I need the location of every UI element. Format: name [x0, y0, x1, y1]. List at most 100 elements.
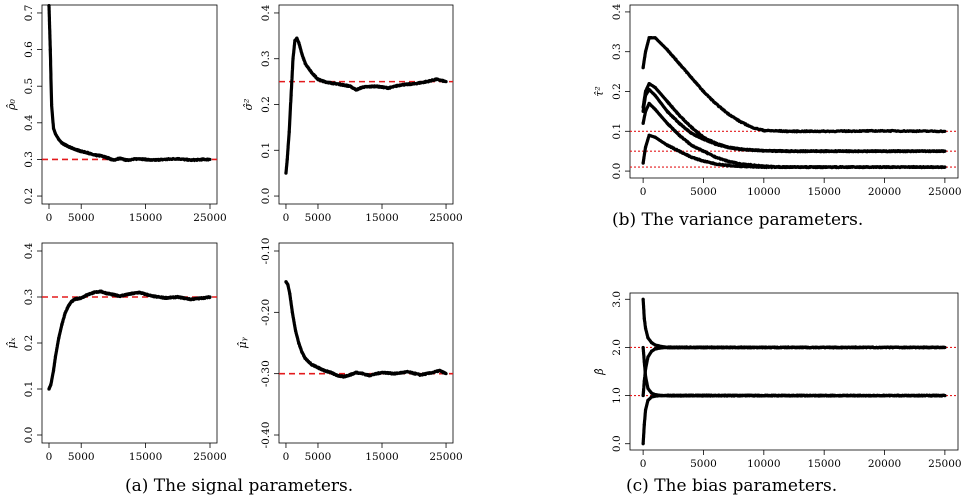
- data-point: [646, 355, 650, 359]
- data-point: [444, 372, 448, 376]
- y-tick-label: 3.0: [611, 291, 623, 308]
- data-point: [822, 393, 826, 398]
- data-point: [641, 393, 645, 398]
- data-point: [646, 386, 650, 390]
- data-point: [649, 391, 654, 395]
- data-point: [643, 326, 648, 330]
- y-tick-label: 0.3: [23, 289, 35, 306]
- plot-frame: [278, 4, 454, 205]
- data-point: [284, 171, 288, 175]
- data-point: [438, 369, 442, 373]
- data-point: [329, 81, 333, 85]
- y-tick-label: 2.0: [611, 339, 623, 356]
- y-axis-label: β̂: [593, 368, 606, 375]
- data-point: [701, 345, 706, 350]
- data-point: [329, 370, 333, 375]
- data-point: [713, 142, 718, 146]
- data-point: [713, 155, 718, 159]
- data-point: [412, 82, 416, 86]
- data-point: [66, 304, 70, 308]
- y-tick-label: 0.2: [260, 96, 272, 113]
- caption-b: (b) The variance parameters.: [612, 210, 864, 230]
- plot-frame: [41, 4, 218, 205]
- data-point: [647, 101, 651, 106]
- data-point: [665, 121, 669, 125]
- x-tick-label: 15000: [129, 451, 162, 463]
- data-point: [361, 372, 365, 376]
- data-point: [380, 370, 384, 375]
- x-tick-label: 0: [640, 458, 647, 470]
- data-point: [118, 156, 122, 160]
- y-tick-label: 0.4: [23, 114, 35, 131]
- data-point: [341, 375, 346, 379]
- data-point: [51, 126, 56, 130]
- y-axis-label: ρ̂₀: [5, 98, 18, 110]
- data-point: [111, 293, 115, 297]
- y-tick-label: 0.1: [23, 381, 35, 398]
- data-point: [643, 374, 648, 378]
- data-point: [431, 370, 435, 375]
- data-point: [354, 88, 358, 92]
- data-point: [943, 165, 947, 169]
- data-point: [98, 289, 103, 294]
- data-point: [689, 131, 694, 135]
- series-trace: [641, 393, 946, 446]
- y-tick-label: -0.10: [260, 238, 272, 265]
- series-trace: [641, 101, 946, 170]
- data-point: [822, 129, 826, 133]
- data-point: [689, 75, 694, 80]
- data-point: [665, 345, 669, 350]
- data-point: [393, 372, 397, 376]
- data-point: [882, 165, 887, 169]
- data-point: [309, 70, 314, 75]
- data-point: [738, 147, 742, 151]
- x-tick-label: 10000: [747, 186, 780, 198]
- panel-beta: 0 5000 10000 15000 20000 25000 0.0 1.0 2.0 3.0 β̂: [593, 291, 962, 470]
- data-point: [309, 362, 314, 367]
- y-tick-label: -0.40: [260, 422, 272, 449]
- data-point: [649, 341, 654, 345]
- data-point: [689, 143, 694, 147]
- data-point: [47, 4, 51, 8]
- data-point: [444, 80, 448, 84]
- data-point: [297, 341, 301, 345]
- x-tick-label: 20000: [868, 458, 901, 470]
- data-point: [189, 297, 193, 301]
- plot-frame: [278, 242, 454, 444]
- y-tick-label: 0.0: [611, 435, 623, 452]
- panel-tau2: 0 5000 10000 15000 20000 25000 0.0 0.1 0.2 0.3 0.4…: [593, 3, 962, 198]
- data-point: [665, 143, 669, 147]
- panel-rho0: 0 5000 15000 25000 0.2 0.3 0.4 0.5 0.6 0.7 ρ̂₀: [5, 4, 227, 224]
- data-point: [105, 291, 109, 295]
- data-point: [322, 80, 326, 84]
- y-tick-label: -0.20: [260, 299, 272, 326]
- data-point: [641, 66, 645, 70]
- data-point: [285, 157, 289, 162]
- data-point: [63, 311, 67, 315]
- data-point: [659, 393, 663, 398]
- data-point: [289, 93, 293, 97]
- data-point: [361, 85, 365, 89]
- data-point: [738, 119, 742, 123]
- data-point: [434, 77, 439, 81]
- data-point: [943, 129, 947, 133]
- data-point: [137, 157, 141, 161]
- series-trace: [47, 4, 212, 163]
- data-point: [354, 370, 358, 375]
- series-trace: [641, 87, 946, 154]
- data-point: [642, 360, 646, 364]
- y-tick-label: -0.30: [260, 360, 272, 387]
- x-tick-label: 5000: [305, 451, 332, 463]
- series-trace: [641, 298, 946, 350]
- x-tick-label: 25000: [429, 451, 462, 463]
- data-point: [386, 86, 391, 90]
- x-tick-label: 0: [283, 212, 290, 224]
- data-point: [69, 300, 74, 304]
- data-point: [287, 130, 291, 134]
- data-point: [286, 283, 290, 287]
- x-tick-label: 0: [640, 186, 647, 198]
- data-point: [201, 157, 206, 162]
- data-point: [208, 157, 212, 162]
- data-point: [653, 347, 657, 351]
